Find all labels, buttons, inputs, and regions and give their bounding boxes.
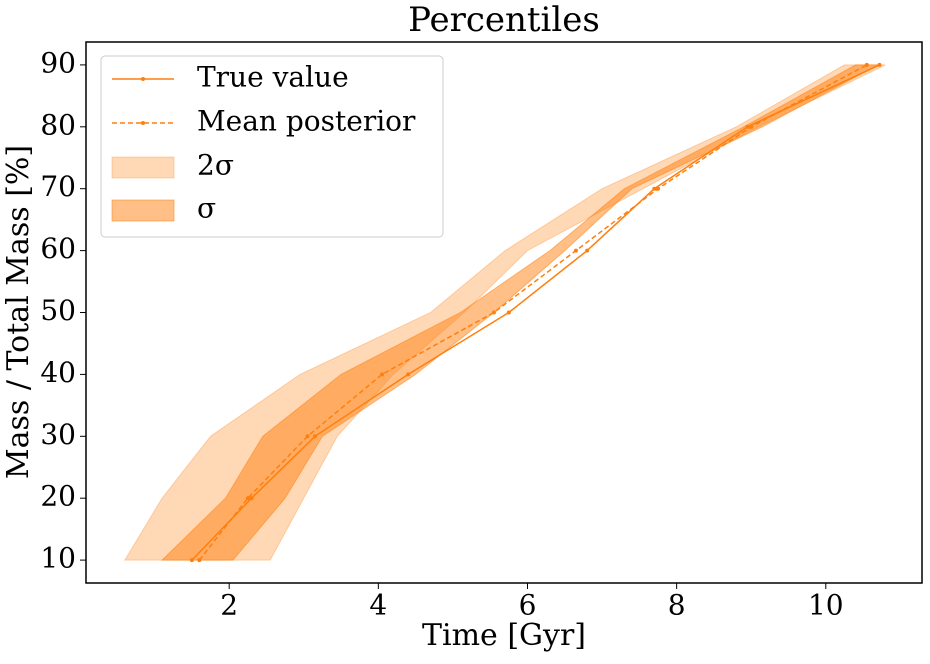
point <box>245 496 250 501</box>
point <box>745 124 750 129</box>
legend-swatch <box>111 156 175 179</box>
point <box>189 558 194 563</box>
point <box>491 310 496 315</box>
y-axis-label: Mass / Total Mass [%] <box>1 145 36 479</box>
legend-label: Mean posterior <box>197 105 416 138</box>
point <box>506 310 511 315</box>
y-tick-label: 90 <box>40 46 76 79</box>
point <box>864 62 869 67</box>
y-tick-label: 50 <box>40 294 76 327</box>
y-tick-label: 80 <box>40 108 76 141</box>
point <box>305 434 310 439</box>
line <box>198 64 868 561</box>
x-tick-label: 2 <box>220 589 238 622</box>
point <box>380 372 385 377</box>
legend-label: True value <box>197 61 349 94</box>
point <box>197 558 202 563</box>
legend: True value Mean posterior 2σ σ <box>100 55 444 238</box>
y-tick-label: 40 <box>40 356 76 389</box>
x-tick-label: 6 <box>519 589 537 622</box>
point <box>573 248 578 253</box>
x-tick-label: 8 <box>668 589 686 622</box>
point <box>249 496 254 501</box>
y-tick-label: 60 <box>40 232 76 265</box>
x-tick-label: 10 <box>808 589 844 622</box>
legend-label: 2σ <box>197 149 234 182</box>
point <box>406 372 411 377</box>
point <box>749 124 754 129</box>
legend-label: σ <box>197 192 216 225</box>
point <box>585 248 590 253</box>
y-tick-label: 30 <box>40 418 76 451</box>
x-tick-label: 4 <box>369 589 387 622</box>
legend-marker <box>141 77 145 81</box>
point <box>312 434 317 439</box>
chart-title: Percentiles <box>408 0 600 40</box>
point <box>652 186 657 191</box>
point <box>877 62 882 67</box>
point <box>656 186 660 191</box>
legend-box <box>100 55 444 238</box>
legend-marker <box>141 121 145 125</box>
y-tick-label: 10 <box>40 542 76 575</box>
legend-swatch <box>111 199 175 222</box>
x-axis-label: Time [Gyr] <box>422 618 586 653</box>
y-tick-label: 20 <box>40 480 76 513</box>
y-tick-label: 70 <box>40 170 76 203</box>
